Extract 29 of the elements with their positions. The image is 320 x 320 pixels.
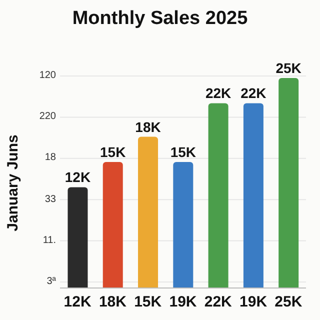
y-axis-title: January Juns [4, 134, 22, 232]
data-label: 15K [100, 144, 126, 160]
bar [102, 162, 123, 288]
data-label: 22K [205, 85, 232, 102]
text: 33 [44, 192, 56, 207]
text: 220 [38, 110, 56, 124]
x-tick-label: 25K [274, 294, 302, 311]
text: 120 [38, 69, 56, 83]
x-tick-label: 18K [98, 294, 127, 311]
chart-title: Monthly Sales 2025 [71, 7, 249, 31]
x-tick-label: 22K [204, 294, 232, 311]
text: 11. [42, 234, 56, 248]
text: 18 [44, 151, 56, 166]
bar [208, 103, 228, 288]
bar [243, 103, 264, 288]
data-label: 12K [64, 169, 91, 186]
x-tick-label: 15K [134, 294, 162, 311]
x-tick-label: 19K [240, 294, 268, 311]
bar [278, 78, 299, 288]
text: 3ª [46, 275, 56, 289]
bar [173, 162, 194, 288]
bar [68, 187, 88, 288]
x-tick-label: 19K [169, 294, 197, 311]
data-label: 15K [170, 144, 196, 160]
data-label: 18K [135, 118, 161, 135]
data-label: 22K [240, 85, 266, 102]
bar [138, 136, 158, 288]
data-label: 25K [276, 60, 302, 76]
x-tick-label: 12K [64, 294, 92, 311]
